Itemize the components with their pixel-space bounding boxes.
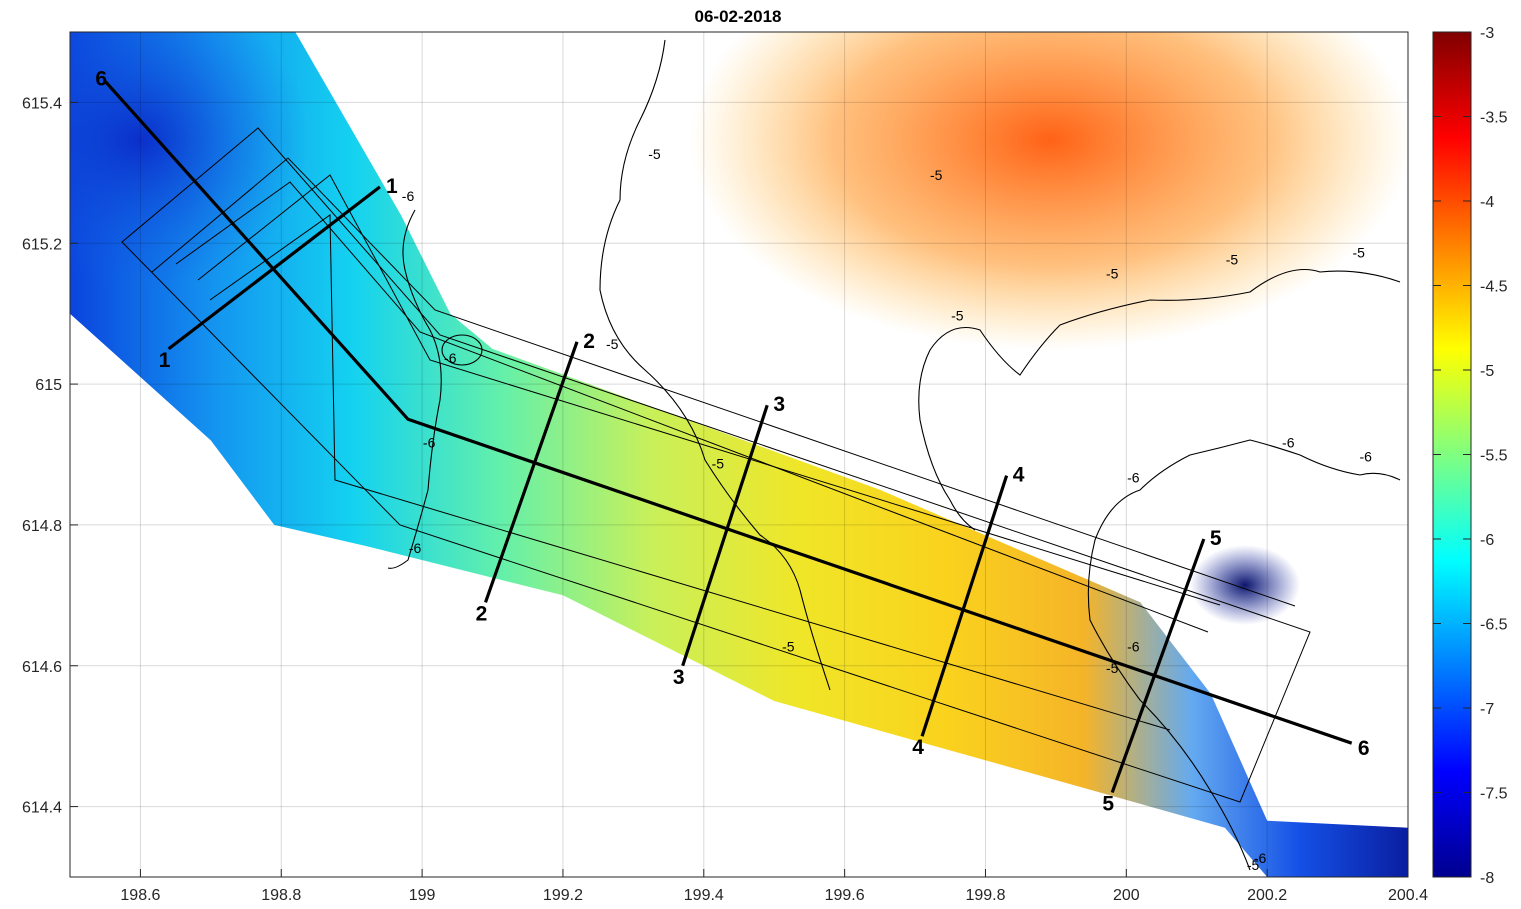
x-tick-label: 199.4 [684,887,724,904]
x-tick-label: 199.8 [965,887,1005,904]
colorbar-tick-label: -4 [1480,194,1494,211]
colorbar-tick-label: -5.5 [1480,448,1508,465]
profile-end-label: 4 [1013,464,1025,487]
x-tick-label: 199.6 [825,887,865,904]
survey-coverage-field [70,32,1408,877]
shallow-region [690,32,1408,350]
profile-start-label: 1 [159,349,171,372]
contour-minus-6-east [1087,439,1401,871]
depth-contours [387,39,1401,871]
contour-label: -6 [1127,639,1140,655]
survey-lane-1 [121,127,1311,803]
profile-start-label: 5 [1102,793,1114,816]
x-tick-label: 199.2 [543,887,583,904]
x-tick-label: 199 [409,887,436,904]
x-tick-label: 198.6 [120,887,160,904]
profile-labels: 1 1 2 2 3 3 4 4 5 5 6 6 [95,67,1369,815]
profile-line-5 [1110,538,1206,794]
colorbar-tick-label: -3.5 [1480,110,1508,127]
profile-line-2 [483,341,579,603]
plot-area: -5-5-5-5-5-5 -5-5-5-5-5-6-6-6-6-6-6-6-6-6 [70,32,1408,877]
contour-label: -5 [606,336,619,352]
contour-minus-5-center [599,39,831,691]
contour-labels: -5-5-5-5-5-5 -5-5-5-5-5-6-6-6-6-6-6-6-6-6 [402,146,1372,873]
x-tick-label: 198.8 [261,887,301,904]
profile-end-label: 1 [386,175,398,198]
contour-label: -5 [648,146,661,162]
contour-minus-5-east [918,268,1401,531]
x-tick-label: 200.2 [1247,887,1287,904]
contour-label: -6 [444,350,457,366]
contour-label: -5 [930,167,943,183]
x-tick-label: 200 [1113,887,1140,904]
contour-label: -5 [712,456,725,472]
survey-lane-4 [197,174,1221,606]
chart-title: 06-02-2018 [695,7,782,26]
profile-start-label: 6 [95,67,107,90]
contour-label: -6 [1360,449,1373,465]
y-tick-label: 614.8 [22,518,62,535]
colorbar-ticks: -3 -3.5 -4 -4.5 -5 -5.5 -6 -6.5 -7 -7.5 -8 [1433,25,1508,887]
y-tick-label: 615.2 [22,236,62,253]
colorbar-tick-label: -5 [1480,363,1494,380]
contour-label: -5 [951,308,964,324]
contour-label: -6 [409,540,422,556]
x-tick-label: 200.4 [1388,887,1428,904]
contour-minus-6-west [387,209,442,569]
colorbar-tick-label: -6 [1480,532,1494,549]
contour-label: -6 [1127,470,1140,486]
contour-label: -5 [1106,265,1119,281]
contour-label: -6 [1254,850,1267,866]
colorbar-tick-label: -8 [1480,870,1494,887]
contour-label: -6 [402,188,415,204]
profile-end-label: 5 [1210,527,1222,550]
profile-end-label: 6 [1358,737,1370,760]
y-tick-label: 614.6 [22,659,62,676]
plot-frame [69,31,1409,878]
profile-end-label: 2 [583,330,595,353]
contour-label: -6 [1282,434,1295,450]
profile-start-label: 4 [912,736,924,759]
colorbar-tick-label: -3 [1480,25,1494,42]
colorbar-tick-label: -6.5 [1480,617,1508,634]
y-tick-label: 615 [35,377,62,394]
profile-start-label: 3 [673,666,685,689]
profile-line-4 [920,475,1009,737]
profile-lines [104,80,1353,794]
notch-cutout [310,32,600,315]
axis-ticks: 198.6 198.8 199 199.2 199.4 199.6 199.8 200 200.… [22,95,1428,904]
colorbar-tick-label: -4.5 [1480,279,1508,296]
profile-line-6 [104,80,1353,745]
colorbar-tick-label: -7 [1480,701,1494,718]
y-tick-label: 615.4 [22,95,62,112]
y-tick-label: 614.4 [22,800,62,817]
contour-label: -5 [782,639,795,655]
deep-hole [1190,545,1300,625]
contour-label: -5 [1226,251,1239,267]
profile-start-label: 2 [476,602,488,625]
colorbar-tick-label: -7.5 [1480,786,1508,803]
contour-label: -5 [1352,244,1365,260]
survey-lane-5 [209,214,1171,731]
contour-label: -6 [423,434,436,450]
profile-line-3 [681,404,769,667]
profile-end-label: 3 [773,393,785,416]
nw-deep-region [70,32,310,290]
contour-minus-6-loop [441,334,483,366]
contour-label: -5 [1247,857,1260,873]
colorbar: -3 -3.5 -4 -4.5 -5 -5.5 -6 -6.5 -7 -7.5 -8 [1432,25,1508,887]
